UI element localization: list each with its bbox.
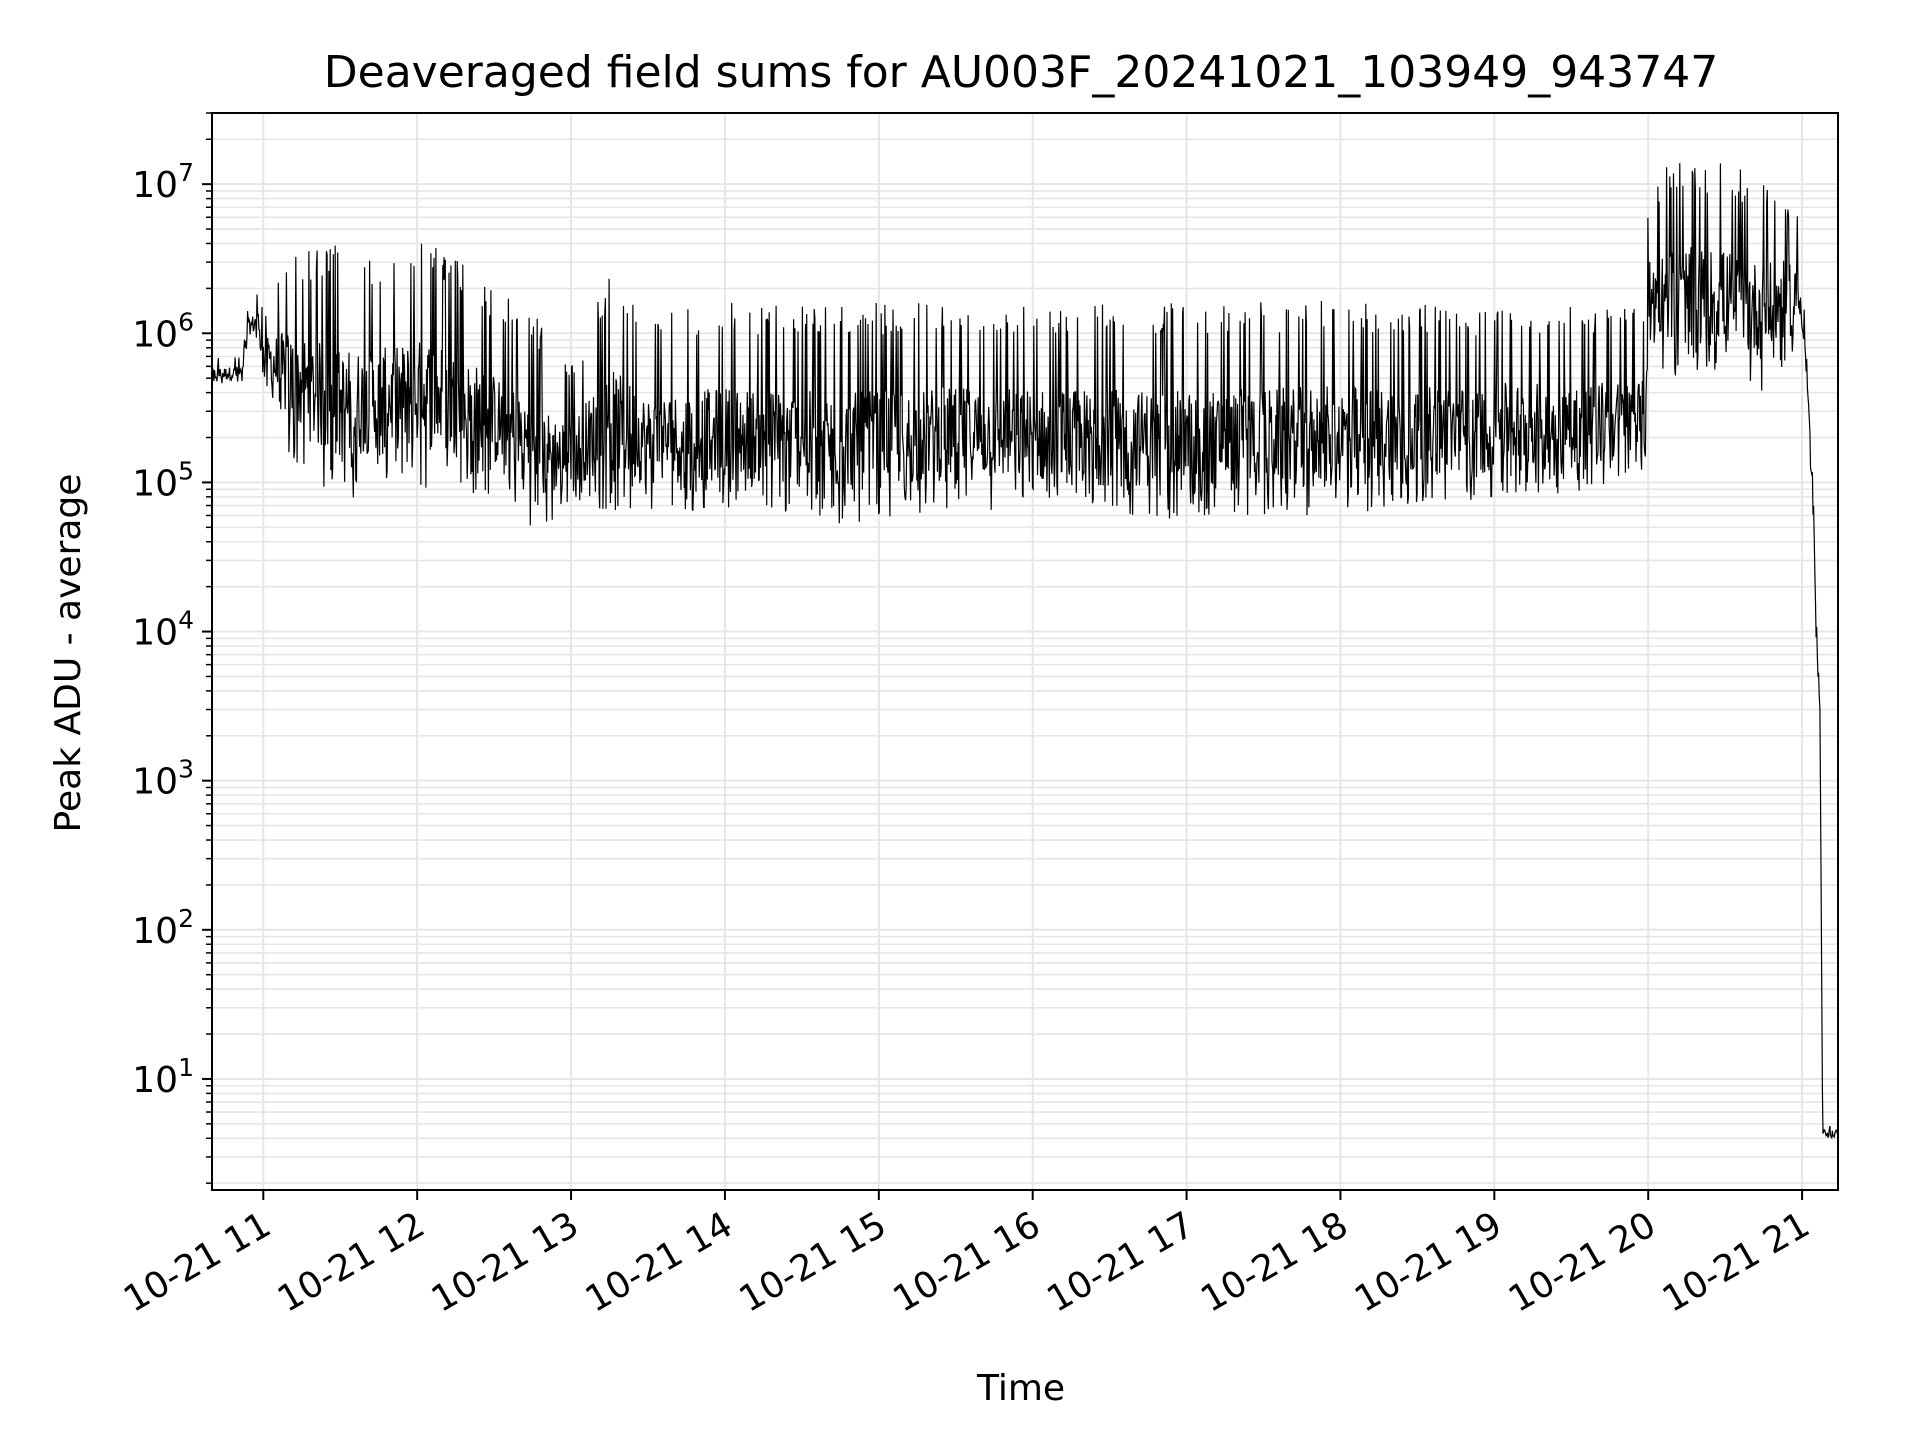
plot-frame [211, 112, 1839, 1191]
x-axis-label: Time [976, 1368, 1065, 1409]
y-tick-label: 104 [132, 606, 194, 654]
y-axis-label: Peak ADU - average [48, 474, 89, 833]
data-line [211, 163, 1839, 1140]
y-tick-label: 101 [132, 1053, 194, 1101]
grid [212, 112, 1838, 1190]
series-line [211, 163, 1839, 1140]
y-tick-label: 102 [132, 904, 194, 952]
y-tick-label: 106 [132, 307, 194, 355]
y-axis: 101 102 103 104 105 106 107 [132, 112, 212, 1184]
chart-title: Deaveraged field sums for AU003F_2024102… [324, 47, 1718, 98]
y-tick-label: 107 [132, 158, 194, 206]
y-tick-label: 103 [132, 755, 194, 803]
y-tick-label: 105 [132, 456, 194, 504]
